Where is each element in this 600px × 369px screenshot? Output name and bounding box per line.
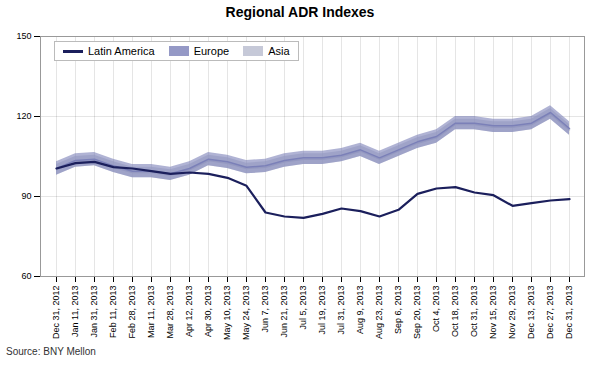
svg-text:Jul 5, 2013: Jul 5, 2013 [298,286,308,330]
svg-text:Apr 30, 2013: Apr 30, 2013 [203,286,213,338]
svg-text:Feb 28, 2013: Feb 28, 2013 [127,286,137,339]
svg-text:Jul 19, 2013: Jul 19, 2013 [317,286,327,335]
svg-text:150: 150 [16,31,31,41]
svg-text:Nov 15, 2013: Nov 15, 2013 [488,286,498,340]
svg-text:Dec 27, 2013: Dec 27, 2013 [545,286,555,340]
svg-text:May 24, 2013: May 24, 2013 [241,286,251,341]
svg-text:Sep 20, 2013: Sep 20, 2013 [412,286,422,340]
svg-text:Aug 9, 2013: Aug 9, 2013 [355,286,365,335]
svg-text:Nov 29, 2013: Nov 29, 2013 [507,286,517,340]
svg-text:Jan 11, 2013: Jan 11, 2013 [70,286,80,337]
svg-text:Dec 31, 2012: Dec 31, 2012 [51,286,61,340]
svg-text:Oct 31, 2013: Oct 31, 2013 [469,286,479,338]
html-text:Asia: Asia [268,45,290,57]
svg-text:90: 90 [21,191,31,201]
html-text:Latin America: Latin America [88,45,155,57]
svg-text:Aug 23, 2013: Aug 23, 2013 [374,286,384,340]
svg-text:Jan 31, 2013: Jan 31, 2013 [89,286,99,338]
svg-text:Mar 11, 2013: Mar 11, 2013 [146,286,156,338]
svg-text:Sep 6, 2013: Sep 6, 2013 [393,286,403,335]
svg-text:Jun 7, 2013: Jun 7, 2013 [260,286,270,333]
svg-text:Dec 13, 2013: Dec 13, 2013 [526,286,536,340]
html-text:Europe: Europe [193,45,230,57]
svg-text:May 10, 2013: May 10, 2013 [222,286,232,341]
svg-text:60: 60 [21,271,31,281]
html-text:Source: BNY Mellon: Source: BNY Mellon [6,346,96,357]
svg-text:Mar 28, 2013: Mar 28, 2013 [165,286,175,339]
svg-text:Apr 12, 2013: Apr 12, 2013 [184,286,194,338]
svg-text:Feb 11, 2013: Feb 11, 2013 [108,286,118,338]
svg-text:Dec 31, 2013: Dec 31, 2013 [564,286,574,340]
svg-text:Oct 18, 2013: Oct 18, 2013 [450,286,460,338]
svg-text:Oct 4, 2013: Oct 4, 2013 [431,286,441,333]
svg-text:Jun 21, 2013: Jun 21, 2013 [279,286,289,338]
svg-text:120: 120 [16,111,31,121]
svg-text:Jul 31, 2013: Jul 31, 2013 [336,286,346,335]
html-text:Regional ADR Indexes: Regional ADR Indexes [225,4,375,20]
